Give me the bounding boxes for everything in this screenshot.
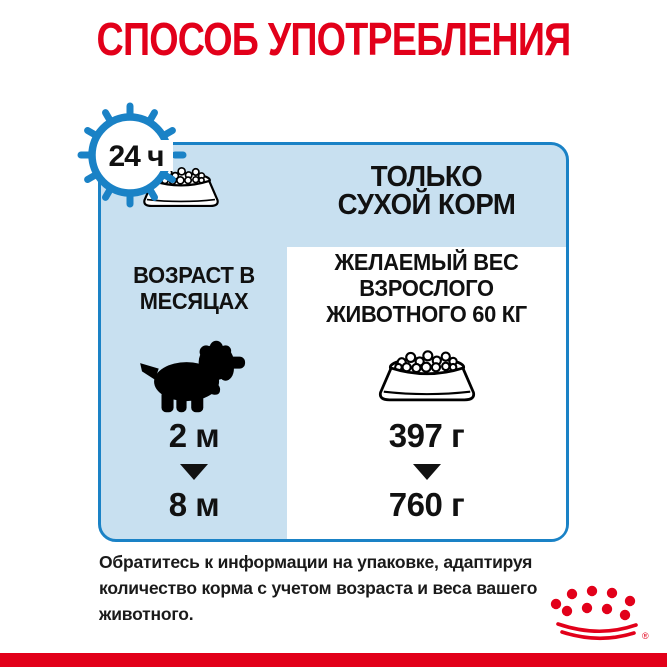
bottom-red-bar [0, 653, 667, 667]
page-title: СПОСОБ УПОТРЕБЛЕНИЯ [96, 13, 572, 65]
24h-clock-icon: 24 ч [77, 102, 187, 208]
age-end-value: 8 м [168, 486, 220, 523]
puppy-icon [138, 338, 250, 416]
food-bowl-icon [374, 345, 480, 409]
weight-icon-row [287, 331, 566, 423]
royal-canin-crown-logo: ® [550, 585, 649, 641]
weight-column: ЖЕЛАЕМЫЙ ВЕС ВЗРОСЛОГО ЖИВОТНОГО 60 КГ 3… [287, 247, 566, 539]
feeding-panel: ТОЛЬКО СУХОЙ КОРМ ВОЗРАСТ В МЕСЯЦАХ 2 м … [98, 142, 569, 542]
packaging-note: Обратитесь к информации на упаковке, ада… [99, 552, 538, 624]
ration-start-value: 397 г [388, 417, 465, 454]
ration-arrow-row [287, 464, 566, 480]
down-arrow-icon [412, 464, 441, 480]
ration-end-value: 760 г [388, 486, 465, 523]
age-arrow-row [101, 464, 287, 480]
age-column-header: ВОЗРАСТ В МЕСЯЦАХ [133, 262, 255, 314]
clock-label: 24 ч [108, 140, 163, 173]
dry-food-header: ТОЛЬКО СУХОЙ КОРМ [337, 161, 516, 221]
down-arrow-icon [180, 464, 208, 480]
svg-text:®: ® [642, 631, 649, 641]
age-column: ВОЗРАСТ В МЕСЯЦАХ 2 м 8 м [101, 247, 287, 539]
age-icon-row [101, 331, 287, 423]
weight-column-header: ЖЕЛАЕМЫЙ ВЕС ВЗРОСЛОГО ЖИВОТНОГО 60 КГ [326, 249, 527, 327]
age-start-value: 2 м [168, 417, 220, 454]
